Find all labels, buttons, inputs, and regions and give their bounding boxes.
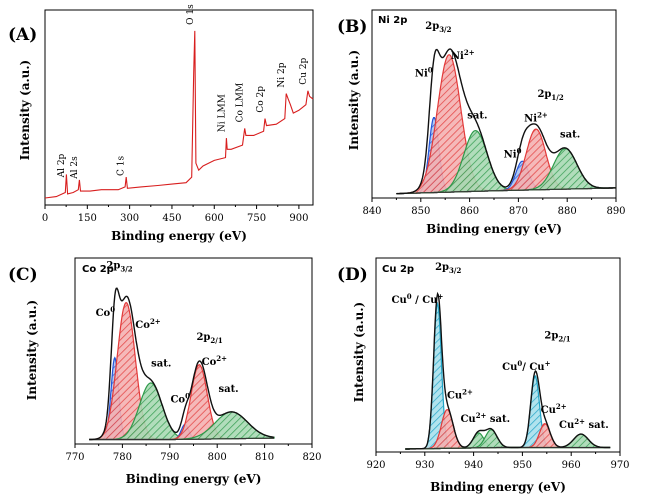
x-tick-label: 770 (65, 452, 84, 463)
panel-1: (A) 0 150 300 450 600 750 900 Binding energy (eV… (8, 4, 314, 243)
peak-annotation: Co0 (96, 305, 116, 319)
y-axis-label: Intensity (a.u.) (352, 302, 366, 402)
peak-label: O 1s (186, 4, 196, 25)
panel-title: Co 2p (82, 264, 114, 275)
x-tick-label: 850 (411, 206, 430, 217)
x-tick-label: 810 (255, 452, 274, 463)
x-tick-label: 880 (558, 206, 577, 217)
peak-annotation: 2p3/2 (106, 260, 132, 273)
peak-label: Cu 2p (299, 58, 309, 85)
panel-title: Ni 2p (378, 15, 407, 26)
peak-annotation: sat. (467, 110, 487, 121)
x-axis-label: Binding energy (eV) (111, 229, 247, 243)
x-tick-label: 790 (160, 452, 179, 463)
survey-spectrum-line (44, 30, 314, 199)
envelope-line (405, 291, 611, 450)
y-axis-label: Intensity (a.u.) (347, 50, 361, 150)
peak-label: Co LMM (236, 83, 246, 123)
peak-annotation: Co2+ (135, 317, 161, 331)
x-tick-label: 450 (162, 213, 181, 224)
fit-peak (396, 54, 616, 195)
x-tick-label: 890 (606, 206, 625, 217)
peak-label: Al 2s (70, 156, 80, 180)
x-tick-label: 780 (113, 452, 132, 463)
peak-annotation: Cu0/ Cu+ (502, 359, 550, 373)
peak-annotation: Cu2+ (447, 387, 473, 401)
panel-label: (D) (337, 265, 368, 285)
peak-annotation: 2p2/1 (196, 332, 222, 345)
envelope-line (396, 48, 616, 195)
x-tick-label: 840 (362, 206, 381, 217)
x-tick-label: 960 (562, 460, 581, 471)
x-tick-label: 820 (302, 452, 321, 463)
x-tick-label: 750 (247, 213, 266, 224)
x-tick-label: 900 (289, 213, 308, 224)
x-tick-label: 300 (120, 213, 139, 224)
x-axis-label: Binding energy (eV) (126, 472, 262, 486)
x-tick-label: 930 (415, 460, 434, 471)
peak-annotation: Ni0 (504, 147, 522, 161)
x-tick-label: 800 (208, 452, 227, 463)
peak-annotation: Cu0 / Cu+ (392, 292, 444, 306)
x-tick-label: 970 (610, 460, 629, 471)
peak-annotation: Co2+ (202, 354, 228, 368)
x-tick-label: 950 (513, 460, 532, 471)
x-tick-label: 920 (366, 460, 385, 471)
peak-label: Al 2p (57, 153, 67, 178)
x-tick-label: 0 (42, 213, 48, 224)
peak-annotation: Cu2+ sat. (460, 411, 510, 425)
fit-peak (405, 301, 611, 450)
peak-label: Co 2p (256, 86, 266, 113)
peak-annotation: sat. (218, 384, 238, 395)
peak-label: Ni 2p (277, 62, 287, 87)
panel-label: (C) (8, 265, 38, 285)
x-tick-label: 150 (78, 213, 97, 224)
panel-4: (D) Cu 2p 920 930 940 950 960 970 Binding energy… (337, 257, 630, 494)
peak-annotation: Ni2+ (451, 48, 475, 62)
panel-3: (C) Co 2p 770 780 790 800 810 820 Binding energy… (8, 257, 322, 486)
peak-annotation: Cu2+ (541, 402, 567, 416)
x-axis-label: Binding energy (eV) (430, 480, 566, 494)
y-axis-label: Intensity (a.u.) (25, 300, 39, 400)
background-line (89, 437, 275, 440)
peak-annotation: Ni2+ (524, 110, 548, 124)
peak-annotation: 2p3/2 (425, 21, 451, 34)
x-tick-label: 860 (460, 206, 479, 217)
panel-2: (B) Ni 2p 840 850 860 870 880 890 Binding energy… (337, 9, 626, 236)
peak-annotation: Cu2+ sat. (559, 417, 609, 431)
x-axis-label: Binding energy (eV) (426, 222, 562, 236)
y-axis-label: Intensity (a.u.) (18, 60, 32, 160)
x-tick-label: 870 (509, 206, 528, 217)
peak-annotation: 2p2/1 (544, 331, 570, 344)
envelope-line (89, 287, 275, 441)
peak-annotation: Co0 (170, 391, 190, 405)
peak-annotation: sat. (151, 359, 171, 370)
peak-annotation: Ni0 (415, 66, 433, 80)
peak-label: C 1s (117, 156, 127, 176)
panel-title: Cu 2p (382, 264, 414, 275)
peak-annotation: 2p3/2 (435, 262, 461, 275)
plot-frame (44, 9, 314, 206)
panel-label: (A) (8, 25, 37, 45)
x-tick-label: 600 (205, 213, 224, 224)
background-line (396, 187, 616, 195)
peak-annotation: sat. (560, 129, 580, 140)
panel-label: (B) (337, 17, 367, 37)
peak-annotation: 2p1/2 (537, 89, 563, 102)
x-tick-label: 940 (464, 460, 483, 471)
peak-label: Ni LMM (217, 94, 227, 132)
